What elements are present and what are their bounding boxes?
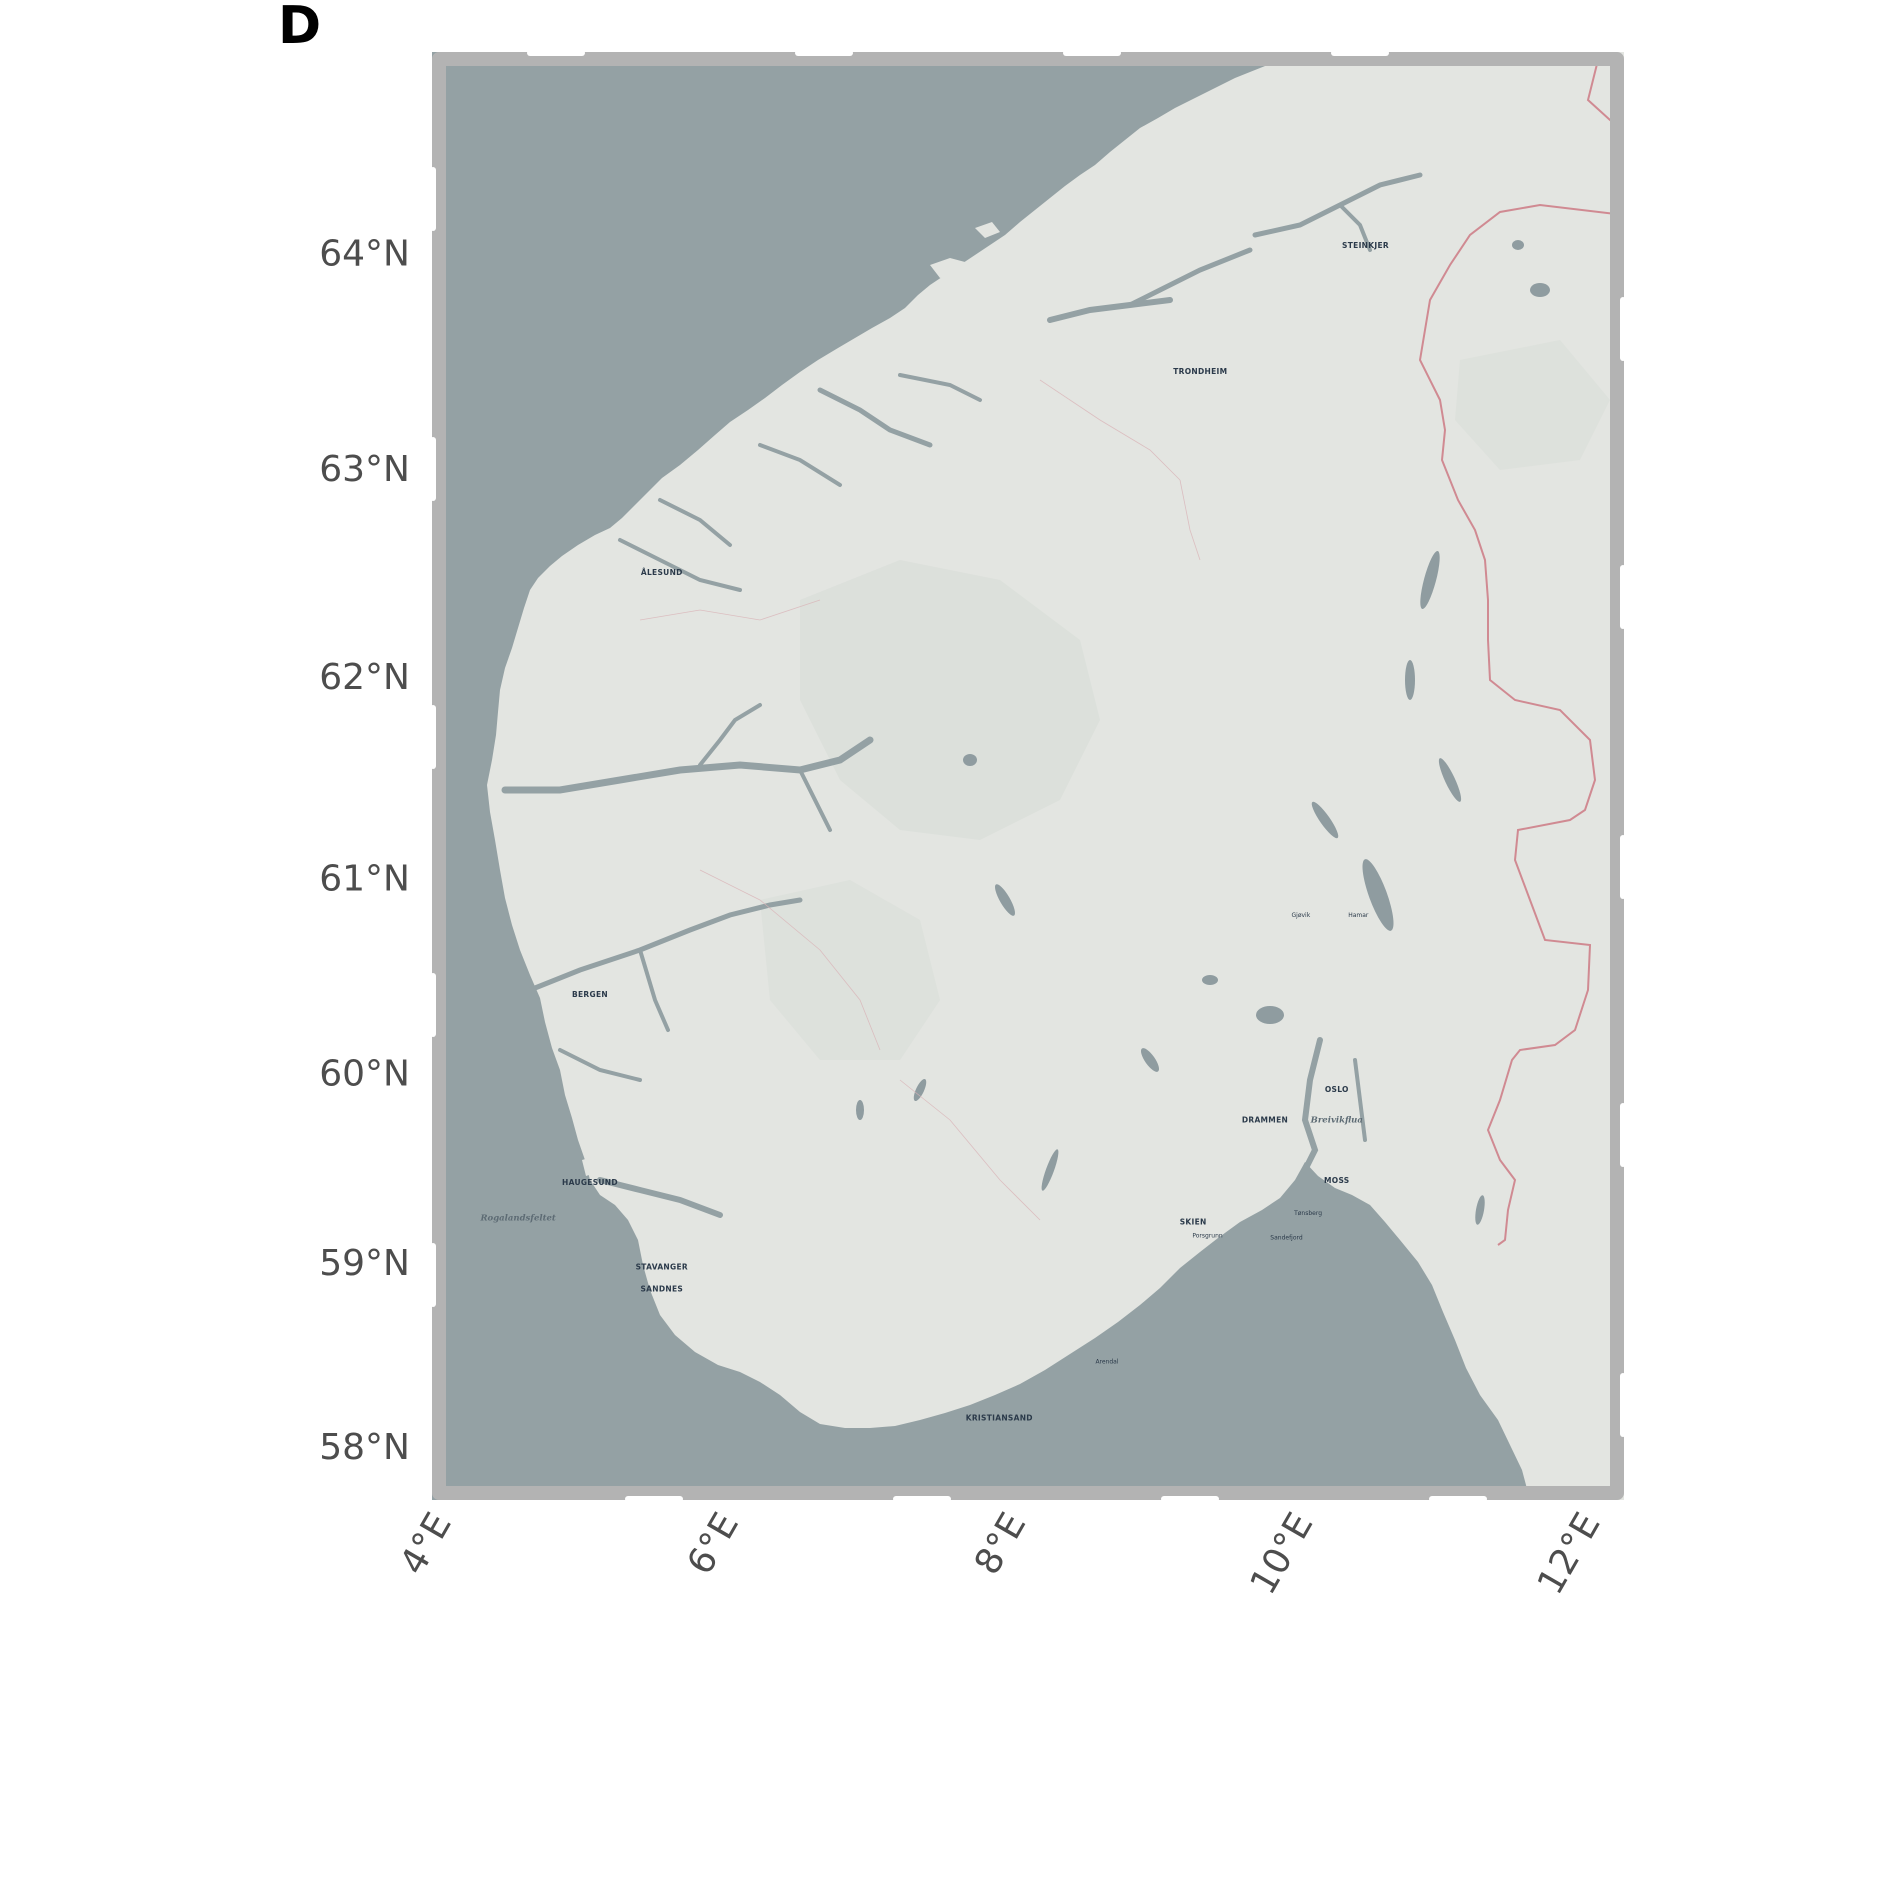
place-label: SKIEN bbox=[1180, 1217, 1207, 1226]
longitude-axis: 4°E 6°E 8°E 10°E 12°E bbox=[392, 1506, 1608, 1601]
place-label: OSLO bbox=[1325, 1085, 1349, 1094]
panel-label: D bbox=[278, 0, 322, 56]
island bbox=[930, 258, 965, 278]
place-label: KRISTIANSAND bbox=[966, 1413, 1033, 1422]
island bbox=[540, 578, 570, 605]
lakes bbox=[856, 240, 1550, 1225]
lat-tick-label: 58°N bbox=[319, 1427, 410, 1468]
place-label: Gjøvik bbox=[1292, 912, 1311, 919]
place-label: Breivikflua bbox=[1310, 1115, 1363, 1125]
place-label: BERGEN bbox=[572, 990, 608, 999]
place-label: Sandefjord bbox=[1270, 1234, 1303, 1241]
place-label: Rogalandsfeltet bbox=[479, 1214, 555, 1224]
latitude-axis: 64°N 63°N 62°N 61°N 60°N 59°N 58°N bbox=[319, 234, 410, 1468]
lon-tick-label: 8°E bbox=[967, 1506, 1034, 1582]
lon-tick-label: 6°E bbox=[680, 1506, 747, 1582]
place-labels: STEINKJER TRONDHEIM ÅLESUND Gjøvik Hamar BERG… bbox=[479, 241, 1388, 1422]
place-label: DRAMMEN bbox=[1242, 1115, 1288, 1124]
frame-gaps bbox=[430, 50, 1626, 1502]
place-label: TRONDHEIM bbox=[1173, 367, 1227, 376]
county-borders bbox=[639, 379, 1201, 1221]
island bbox=[582, 1156, 598, 1176]
place-label: Porsgrunn bbox=[1192, 1233, 1223, 1240]
lat-tick-label: 63°N bbox=[319, 449, 410, 490]
place-label: Hamar bbox=[1348, 912, 1369, 919]
island bbox=[492, 800, 508, 830]
place-label: ÅLESUND bbox=[641, 568, 683, 577]
highland-shade bbox=[760, 880, 940, 1060]
lat-tick-label: 62°N bbox=[319, 657, 410, 698]
lat-tick-label: 59°N bbox=[319, 1243, 410, 1284]
island bbox=[975, 222, 1000, 238]
highland-shade bbox=[800, 560, 1100, 840]
lat-tick-label: 60°N bbox=[319, 1054, 410, 1095]
lon-tick-label: 12°E bbox=[1530, 1506, 1609, 1601]
lon-tick-label: 4°E bbox=[392, 1506, 459, 1582]
highland-shade bbox=[1455, 340, 1610, 470]
place-label: STEINKJER bbox=[1342, 241, 1389, 250]
lat-tick-label: 64°N bbox=[319, 234, 410, 275]
place-label: MOSS bbox=[1324, 1176, 1350, 1185]
map-frame bbox=[432, 52, 1624, 1500]
place-label: HAUGESUND bbox=[562, 1178, 618, 1187]
lon-tick-label: 10°E bbox=[1243, 1506, 1322, 1601]
island bbox=[862, 330, 912, 356]
place-label: STAVANGER bbox=[636, 1262, 688, 1271]
lat-tick-label: 61°N bbox=[319, 858, 410, 899]
place-label: SANDNES bbox=[640, 1285, 683, 1294]
fjords bbox=[501, 172, 1423, 1218]
place-label: Tønsberg bbox=[1293, 1210, 1322, 1217]
place-label: Arendal bbox=[1095, 1359, 1118, 1366]
